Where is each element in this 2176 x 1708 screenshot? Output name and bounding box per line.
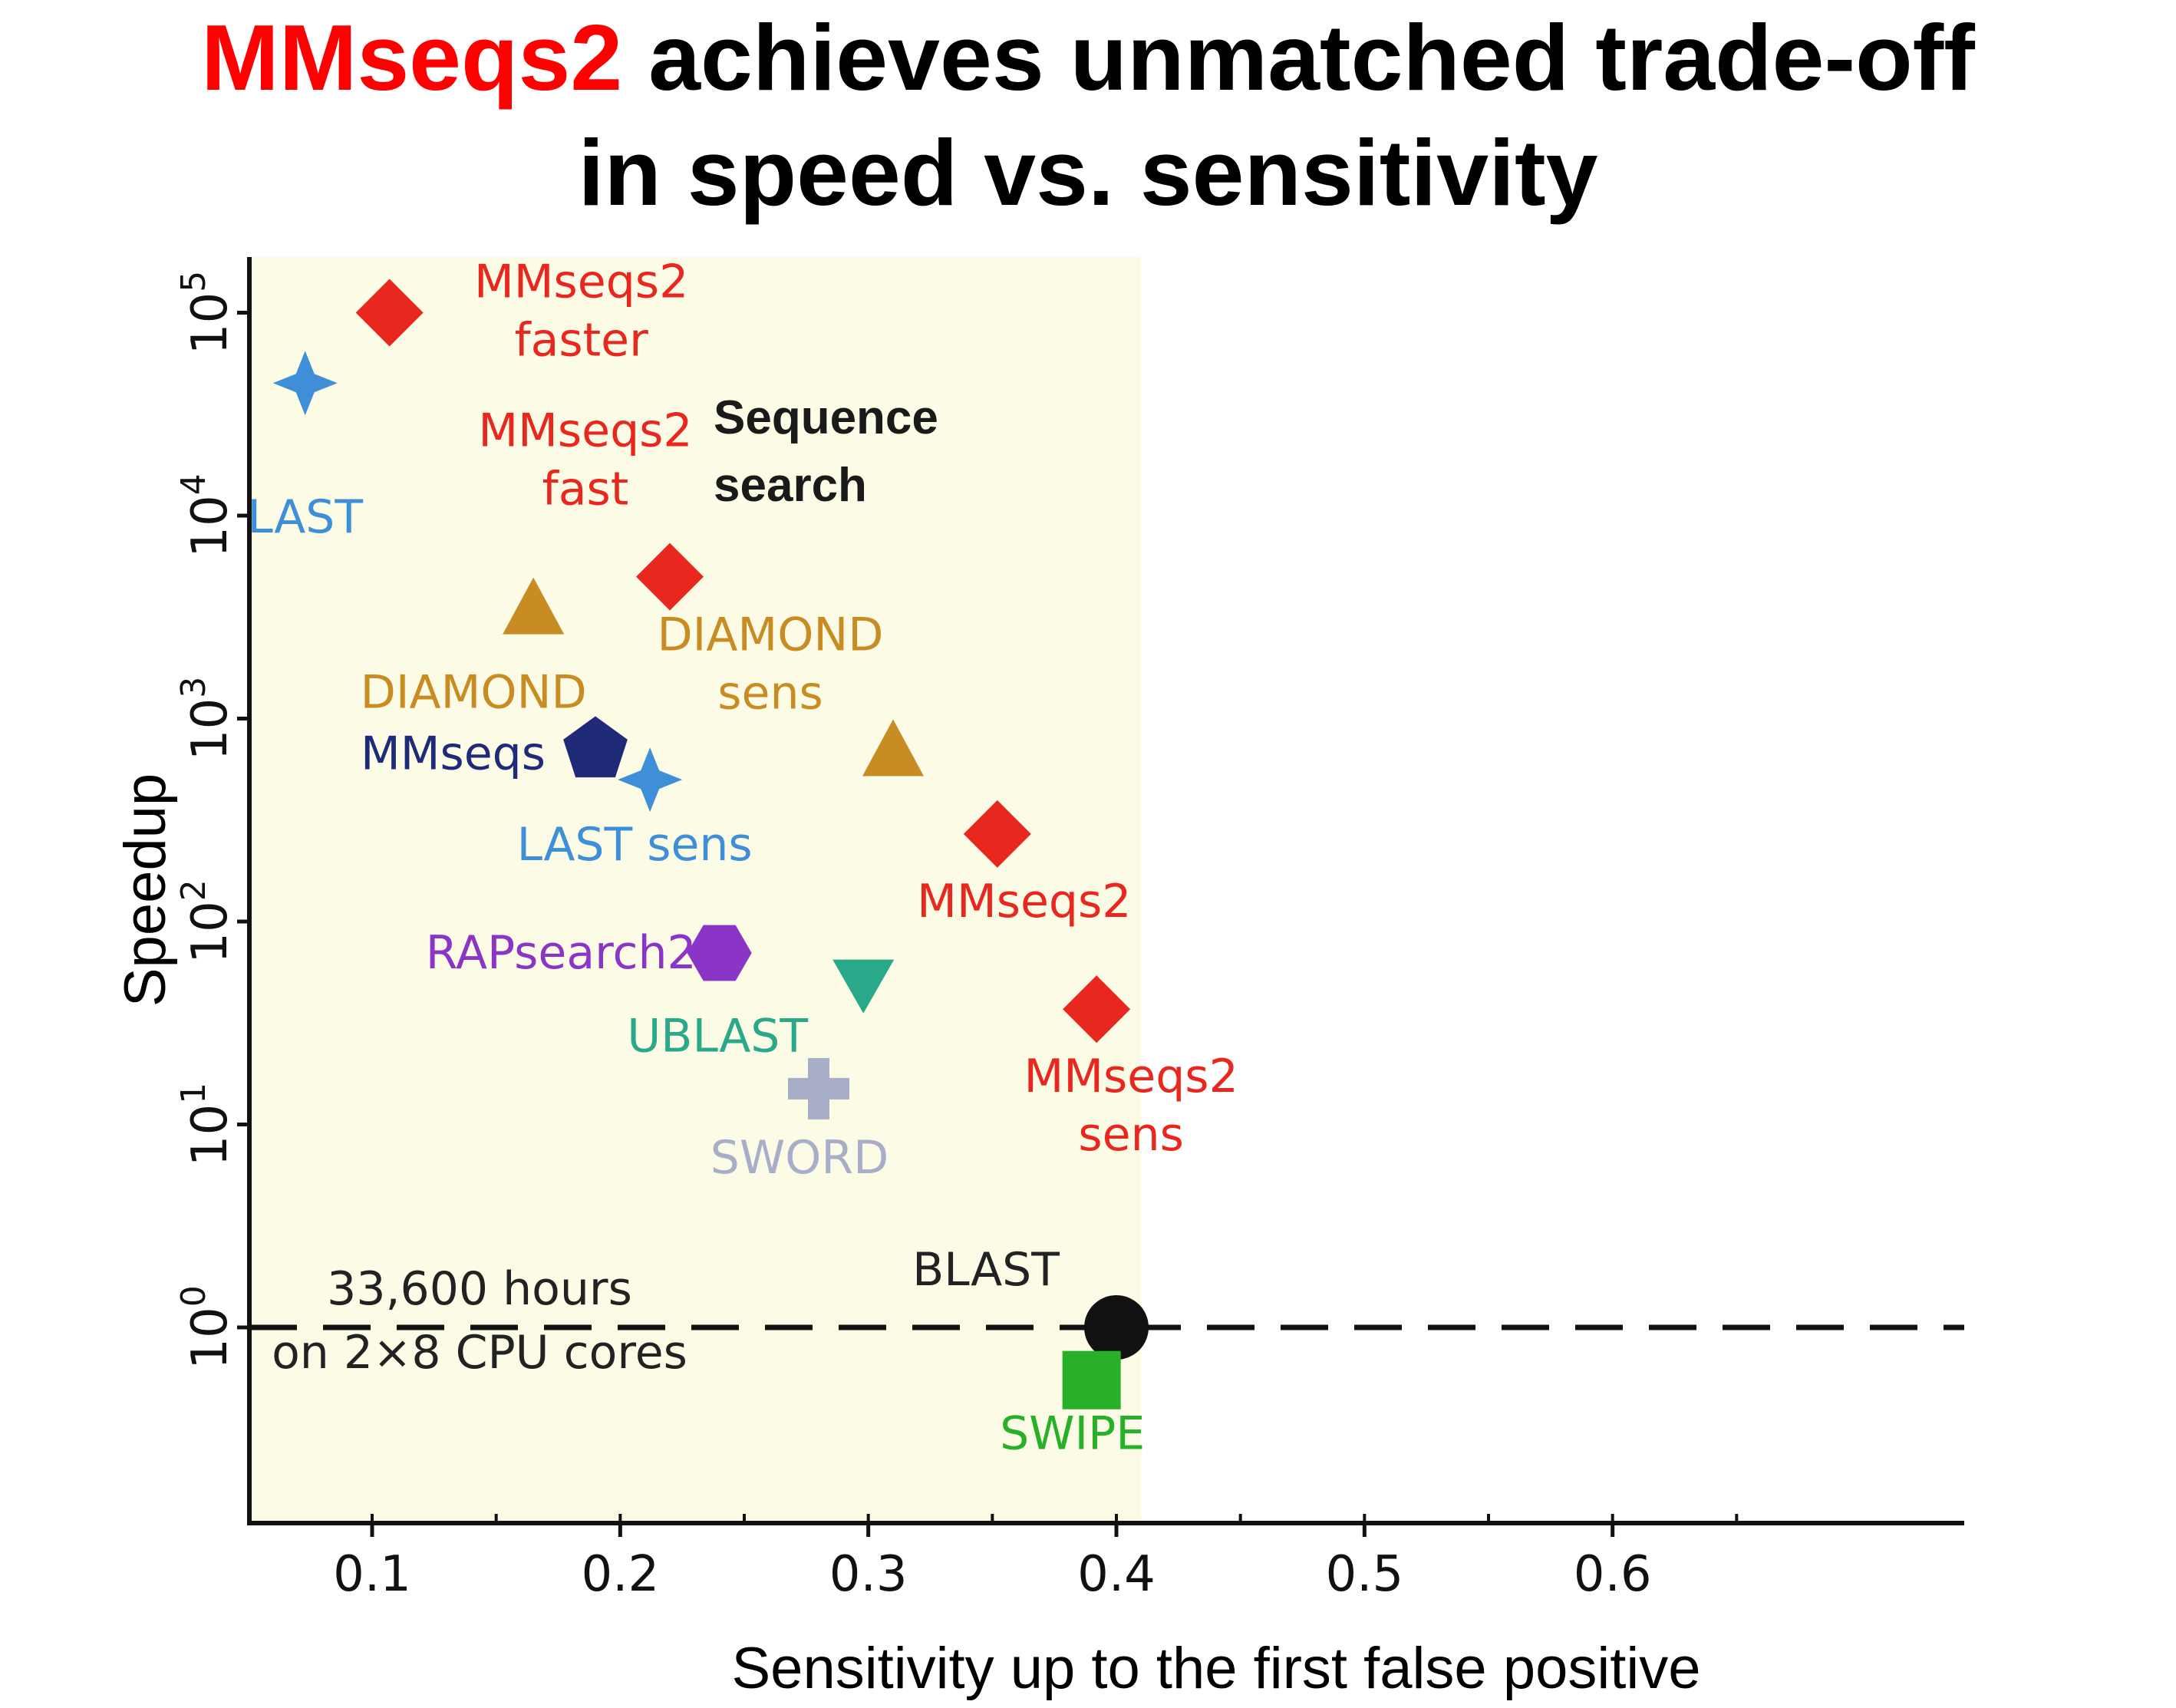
title-line-1-rest: achieves unmatched trade-off	[622, 5, 1975, 110]
x-axis-label: Sensitivity up to the first false positi…	[731, 1636, 1700, 1701]
x-tick-label: 0.5	[1325, 1546, 1403, 1603]
last-marker	[272, 351, 338, 416]
y-tick-label: 102	[174, 879, 239, 963]
blast-label: BLAST	[912, 1243, 1060, 1297]
y-axis-label: Speedup	[113, 773, 178, 1007]
last-sens-label: LAST sens	[517, 818, 753, 872]
ublast-marker	[832, 959, 895, 1014]
reference-line-label: 33,600 hours on 2×8 CPU cores	[272, 1262, 687, 1380]
sequence-search-region	[249, 257, 1142, 1523]
y-tick-label: 101	[174, 1083, 239, 1166]
rapsearch2-label: RAPsearch2	[426, 926, 697, 980]
mmseqs2-label: MMseqs2	[917, 875, 1131, 928]
mmseqs2-marker	[963, 800, 1031, 868]
last-sens-marker	[618, 747, 683, 813]
sword-label: SWORD	[710, 1131, 889, 1185]
x-tick-label: 0.3	[829, 1546, 908, 1603]
ublast-label: UBLAST	[627, 1010, 808, 1063]
y-tick-label: 105	[174, 271, 239, 354]
diamond-label: DIAMOND	[361, 666, 587, 720]
swipe-marker	[1062, 1350, 1121, 1410]
swipe-label: SWIPE	[1000, 1407, 1145, 1461]
diamond-sens-label: DIAMOND sens	[657, 608, 883, 720]
region-label: Sequence search	[714, 391, 938, 512]
x-tick-label: 0.4	[1077, 1546, 1156, 1603]
mmseqs2-fast-label: MMseqs2 fast	[478, 404, 692, 516]
page-title: MMseqs2 achieves unmatched trade-off in …	[0, 0, 2176, 230]
mmseqs2-sens-label: MMseqs2 sens	[1024, 1050, 1238, 1162]
mmseqs2-faster-marker	[355, 279, 424, 347]
x-tick-label: 0.6	[1574, 1546, 1652, 1603]
y-tick-label: 100	[174, 1285, 239, 1369]
last-label: LAST	[247, 490, 363, 544]
mmseqs2-fast-marker	[636, 542, 704, 611]
mmseqs-label: MMseqs	[361, 727, 546, 780]
blast-marker	[1084, 1295, 1149, 1360]
title-line-1: MMseqs2 achieves unmatched trade-off	[201, 5, 1975, 110]
title-line-2: in speed vs. sensitivity	[578, 120, 1598, 225]
sword-marker	[788, 1057, 849, 1119]
y-tick-label: 103	[174, 677, 239, 760]
x-tick-label: 0.1	[333, 1546, 411, 1603]
title-highlight: MMseqs2	[201, 5, 623, 110]
mmseqs2-sens-marker	[1063, 975, 1131, 1044]
diamond-sens-marker	[862, 719, 924, 777]
mmseqs2-faster-label: MMseqs2 faster	[474, 256, 688, 368]
x-tick-label: 0.2	[581, 1546, 659, 1603]
diamond-marker	[503, 577, 565, 635]
y-tick-label: 104	[174, 473, 239, 557]
rapsearch2-marker	[687, 925, 752, 981]
mmseqs-marker	[563, 716, 628, 778]
